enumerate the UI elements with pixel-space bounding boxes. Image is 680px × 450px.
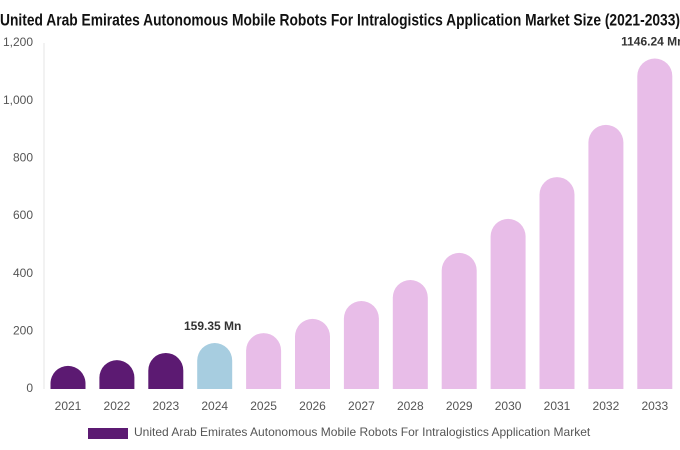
x-tick-label: 2022 [104, 399, 131, 413]
x-tick-label: 2031 [544, 399, 571, 413]
x-tick-label: 2026 [299, 399, 326, 413]
y-tick-label: 400 [13, 266, 33, 280]
chart-title: United Arab Emirates Autonomous Mobile R… [0, 10, 680, 29]
bar [588, 124, 624, 390]
legend-swatch [88, 428, 128, 439]
bar [441, 252, 477, 389]
x-tick-label: 2021 [55, 399, 82, 413]
value-label: 1146.24 Mn [621, 35, 680, 49]
bar [99, 360, 135, 389]
x-tick-label: 2033 [641, 399, 668, 413]
bar [197, 343, 233, 389]
bar [343, 301, 379, 389]
x-tick-label: 2024 [201, 399, 228, 413]
legend-label: United Arab Emirates Autonomous Mobile R… [134, 425, 591, 439]
bar [539, 177, 575, 389]
x-tick-label: 2023 [152, 399, 179, 413]
value-label: 159.35 Mn [184, 319, 241, 333]
bar [295, 318, 330, 389]
y-tick-label: 200 [13, 324, 33, 338]
bar [490, 218, 526, 389]
bar [637, 58, 673, 390]
x-tick-label: 2030 [495, 399, 522, 413]
bar [148, 352, 184, 389]
x-tick-label: 2027 [348, 399, 375, 413]
y-tick-label: 1,000 [3, 93, 33, 107]
y-tick-label: 800 [13, 151, 33, 165]
y-tick-label: 600 [13, 208, 33, 222]
x-tick-label: 2028 [397, 399, 424, 413]
bar [50, 365, 86, 389]
x-tick-label: 2025 [250, 399, 277, 413]
y-tick-label: 1,200 [3, 35, 33, 49]
y-tick-label: 0 [26, 381, 33, 395]
bar [246, 333, 282, 389]
x-tick-label: 2032 [593, 399, 620, 413]
bar [392, 280, 428, 389]
x-tick-label: 2029 [446, 399, 473, 413]
